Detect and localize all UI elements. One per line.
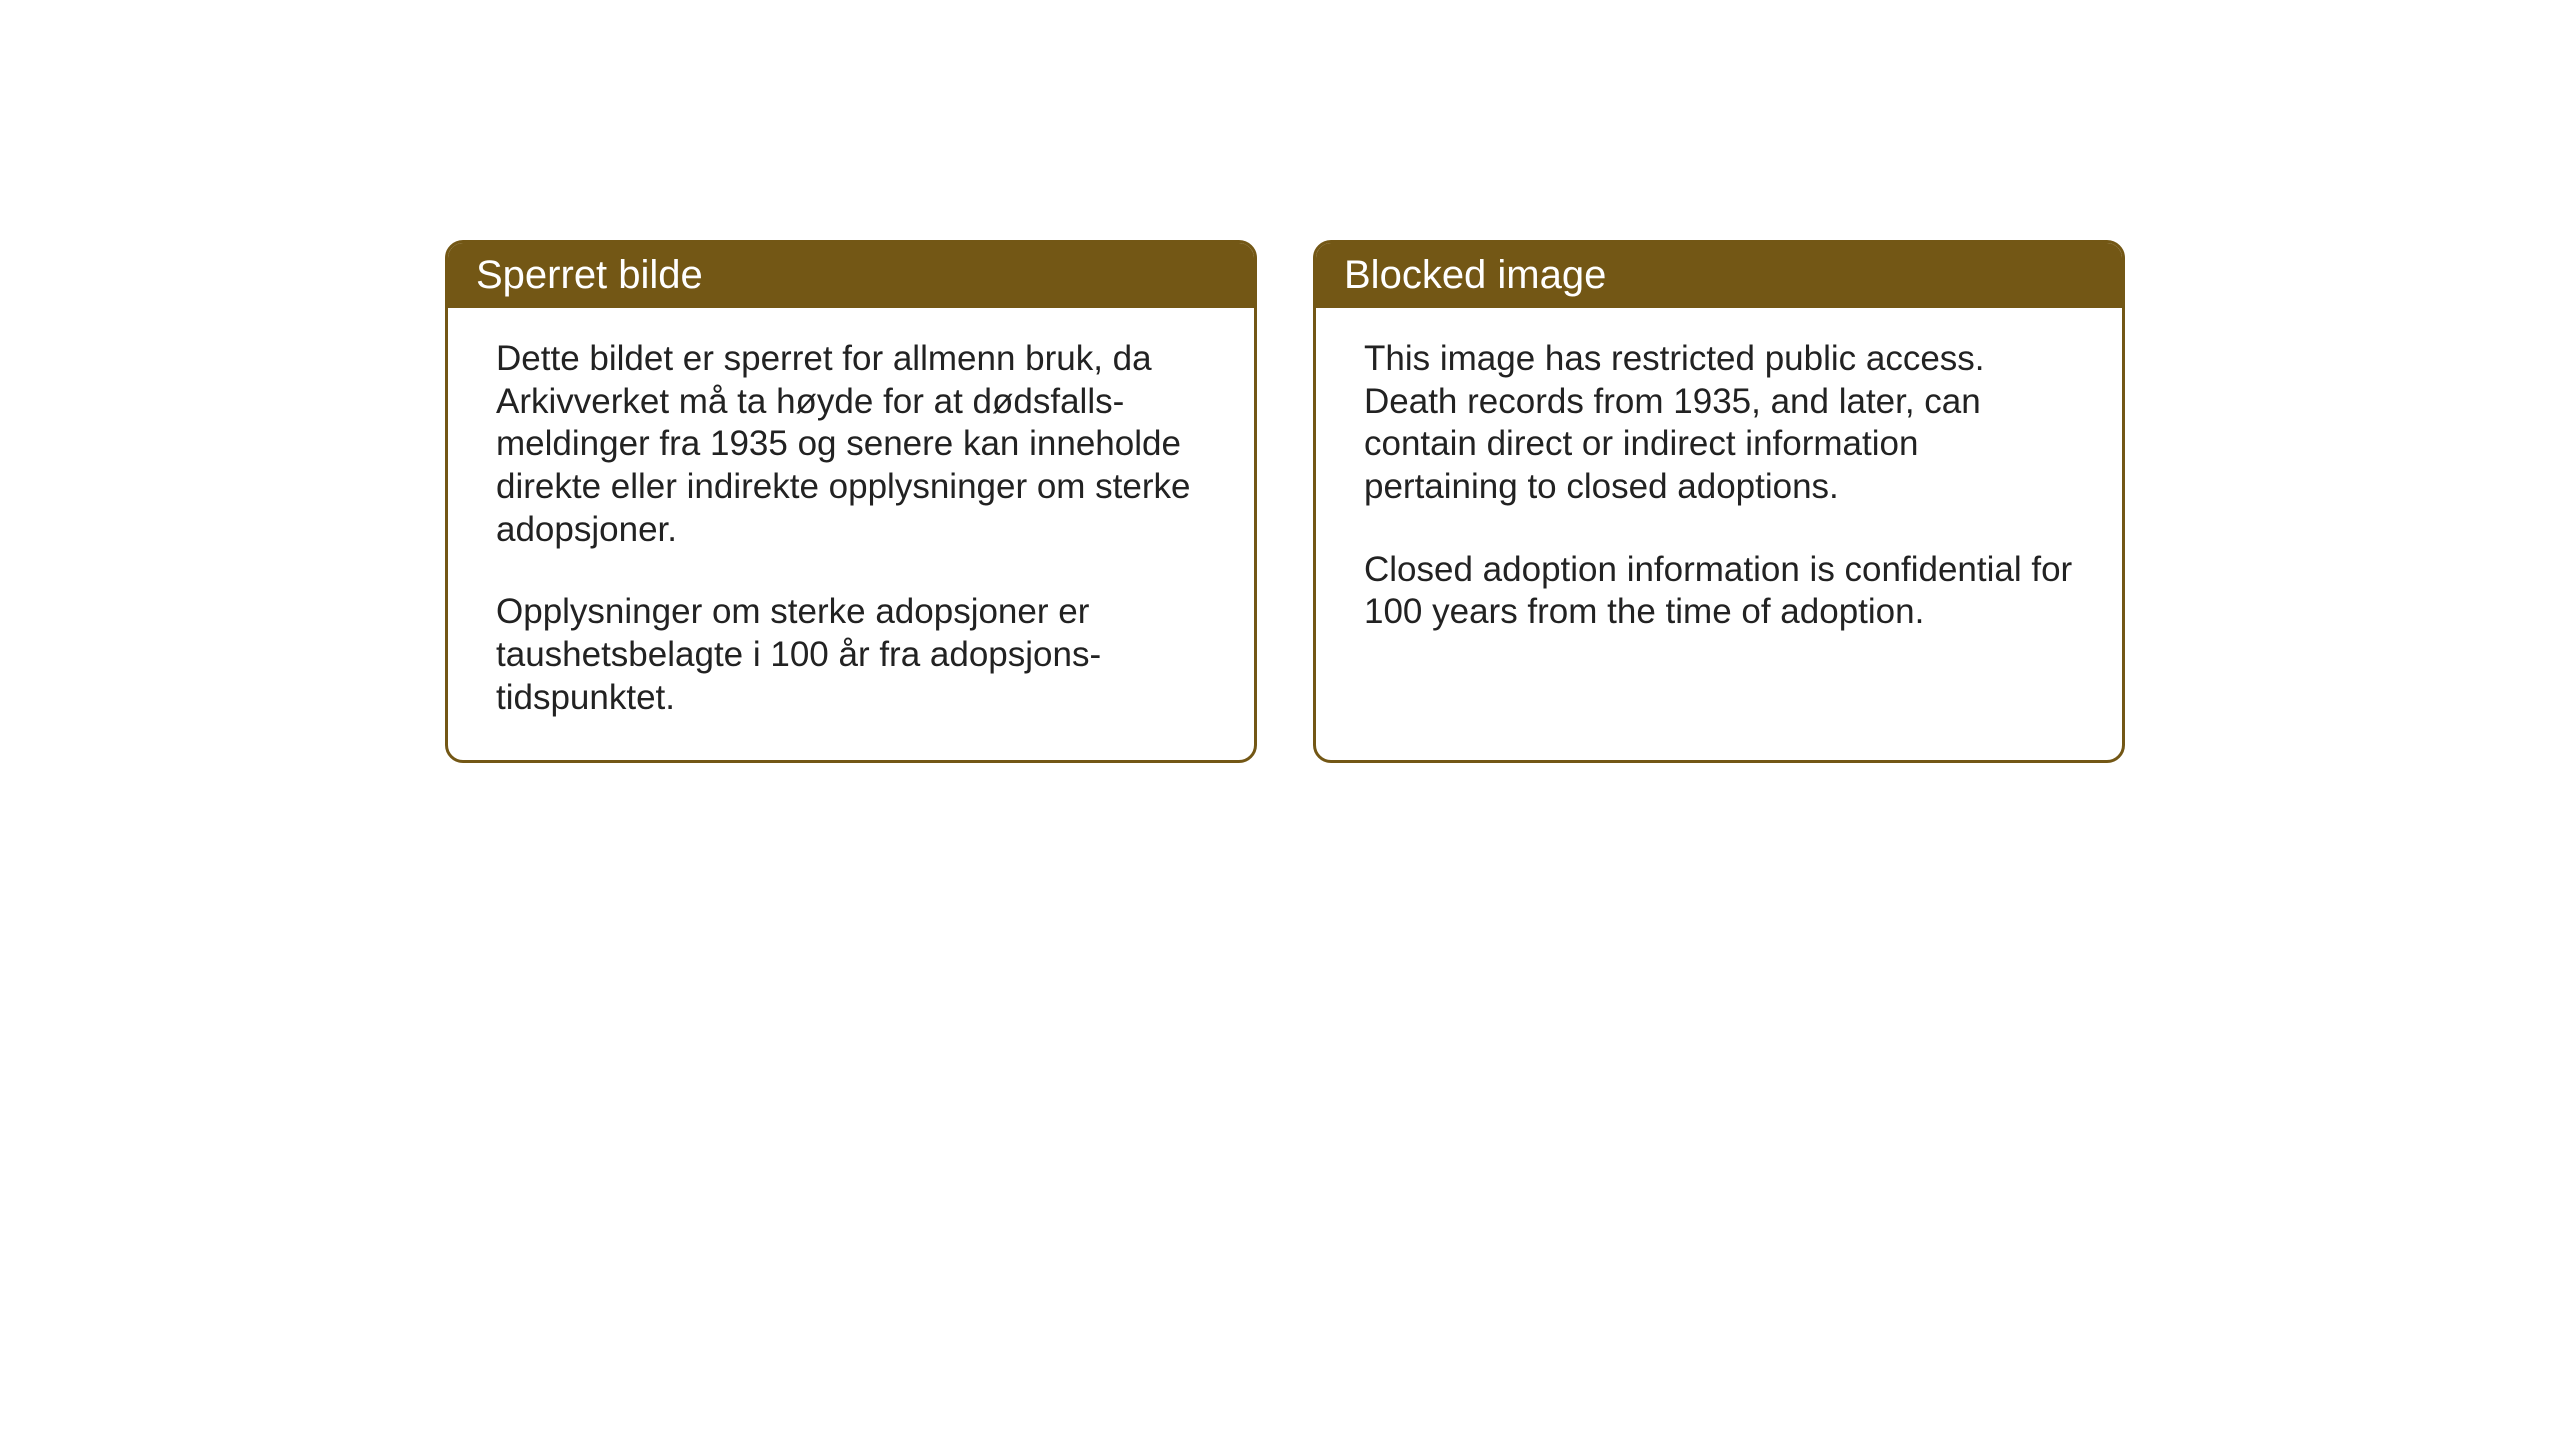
card-body-english: This image has restricted public access.… [1316,308,2122,674]
card-header-english: Blocked image [1316,243,2122,308]
notice-card-norwegian: Sperret bilde Dette bildet er sperret fo… [445,240,1257,763]
notice-card-english: Blocked image This image has restricted … [1313,240,2125,763]
paragraph-norwegian-2: Opplysninger om sterke adopsjoner er tau… [496,591,1206,719]
paragraph-norwegian-1: Dette bildet er sperret for allmenn bruk… [496,338,1206,551]
card-body-norwegian: Dette bildet er sperret for allmenn bruk… [448,308,1254,760]
notice-container: Sperret bilde Dette bildet er sperret fo… [445,240,2125,763]
paragraph-english-1: This image has restricted public access.… [1364,338,2074,509]
card-header-norwegian: Sperret bilde [448,243,1254,308]
paragraph-english-2: Closed adoption information is confident… [1364,549,2074,634]
